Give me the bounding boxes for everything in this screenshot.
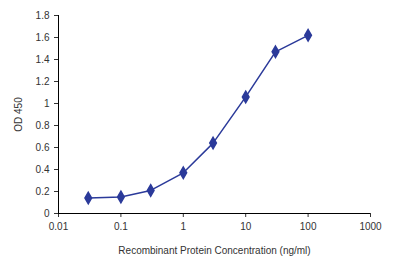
svg-text:OD 450: OD 450 <box>13 97 24 132</box>
svg-text:1.6: 1.6 <box>36 32 50 43</box>
svg-text:0.01: 0.01 <box>49 221 69 232</box>
svg-text:0.1: 0.1 <box>114 221 128 232</box>
svg-text:1.2: 1.2 <box>36 76 50 87</box>
svg-text:10: 10 <box>240 221 252 232</box>
svg-text:100: 100 <box>300 221 317 232</box>
svg-text:0.2: 0.2 <box>36 186 50 197</box>
svg-text:0.4: 0.4 <box>36 164 50 175</box>
svg-text:1: 1 <box>44 98 50 109</box>
svg-text:0: 0 <box>44 208 50 219</box>
svg-text:1.4: 1.4 <box>36 54 50 65</box>
svg-text:0.6: 0.6 <box>36 142 50 153</box>
svg-text:1.8: 1.8 <box>36 10 50 21</box>
svg-text:Recombinant Protein Concentrat: Recombinant Protein Concentration (ng/ml… <box>118 245 310 256</box>
svg-text:0.8: 0.8 <box>36 120 50 131</box>
svg-text:1000: 1000 <box>359 221 382 232</box>
svg-text:1: 1 <box>181 221 187 232</box>
